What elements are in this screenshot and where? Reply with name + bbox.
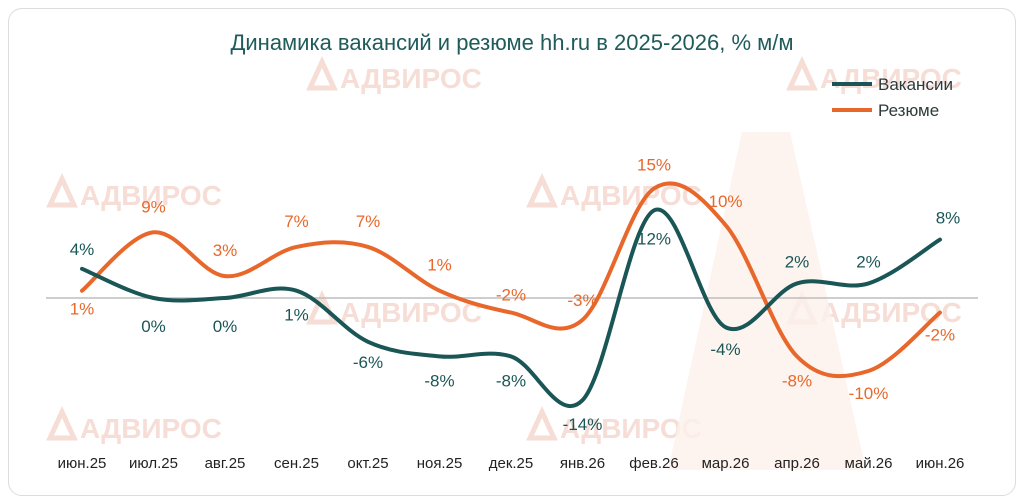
data-label: -4%: [710, 340, 740, 359]
x-tick-label: сен.25: [274, 455, 319, 472]
data-label: 2%: [856, 252, 881, 271]
data-label: 7%: [356, 212, 381, 231]
series-line-rezume: [80, 181, 942, 379]
data-label: 4%: [70, 240, 95, 259]
watermark-text: АДВИРОС: [340, 297, 482, 328]
x-tick-label: авг.25: [205, 455, 246, 472]
x-tick-label: фев.26: [629, 455, 679, 472]
legend-label: Резюме: [878, 101, 939, 120]
data-label: 3%: [213, 241, 238, 260]
watermark-logo: АДВИРОС: [46, 173, 222, 211]
data-label: 15%: [637, 156, 671, 175]
x-tick-label: янв.26: [560, 455, 605, 472]
data-label: -10%: [849, 384, 889, 403]
x-tick-label: июн.25: [58, 455, 107, 472]
chart-title: Динамика вакансий и резюме hh.ru в 2025-…: [230, 30, 793, 55]
data-labels: 4% 0% 0% 1% -6% -8% -8% -14% 12% -4% 2% 2% 8% 1% 9% 3% 7…: [70, 156, 961, 435]
data-label: -2%: [925, 326, 955, 345]
data-label: 0%: [141, 317, 166, 336]
watermark-text: АДВИРОС: [80, 180, 222, 211]
x-tick-label: июл.25: [129, 455, 178, 472]
x-axis-ticks: июн.25 июл.25 авг.25 сен.25 окт.25 ноя.25 дек.…: [58, 455, 965, 472]
watermark-logo: АДВИРОС: [306, 56, 482, 94]
legend-label: Вакансии: [878, 75, 953, 94]
x-tick-label: ноя.25: [417, 455, 463, 472]
x-tick-label: окт.25: [347, 455, 388, 472]
x-tick-label: июн.26: [916, 455, 965, 472]
x-tick-label: дек.25: [489, 455, 534, 472]
watermark-text: АДВИРОС: [80, 413, 222, 444]
x-tick-label: мар.26: [702, 455, 750, 472]
data-label: 1%: [284, 306, 309, 325]
data-label: -8%: [424, 371, 454, 390]
data-label: 1%: [427, 256, 452, 275]
data-label: -8%: [782, 371, 812, 390]
watermark-text: АДВИРОС: [340, 63, 482, 94]
watermark-text: АДВИРОС: [820, 63, 962, 94]
data-label: -6%: [353, 353, 383, 372]
watermark-logo: АДВИРОС: [306, 290, 482, 328]
data-label: -14%: [563, 415, 603, 434]
watermark-logo: АДВИРОС: [46, 406, 222, 444]
x-tick-label: апр.26: [774, 455, 820, 472]
data-label: 10%: [708, 192, 742, 211]
data-label: 7%: [284, 212, 309, 231]
series-line-vakansii: [80, 207, 942, 409]
data-label: -3%: [567, 291, 597, 310]
legend: Вакансии Резюме: [832, 75, 953, 120]
data-label: 2%: [785, 252, 810, 271]
data-label: -8%: [496, 371, 526, 390]
data-label: 12%: [637, 229, 671, 248]
data-label: 1%: [70, 300, 95, 319]
series-lines: [80, 181, 942, 409]
watermark-logo: АДВИРОС: [786, 56, 962, 94]
data-label: -2%: [496, 286, 526, 305]
data-label: 9%: [141, 197, 166, 216]
data-label: 0%: [213, 317, 238, 336]
x-tick-label: май.26: [845, 455, 893, 472]
data-label: 8%: [936, 209, 961, 228]
